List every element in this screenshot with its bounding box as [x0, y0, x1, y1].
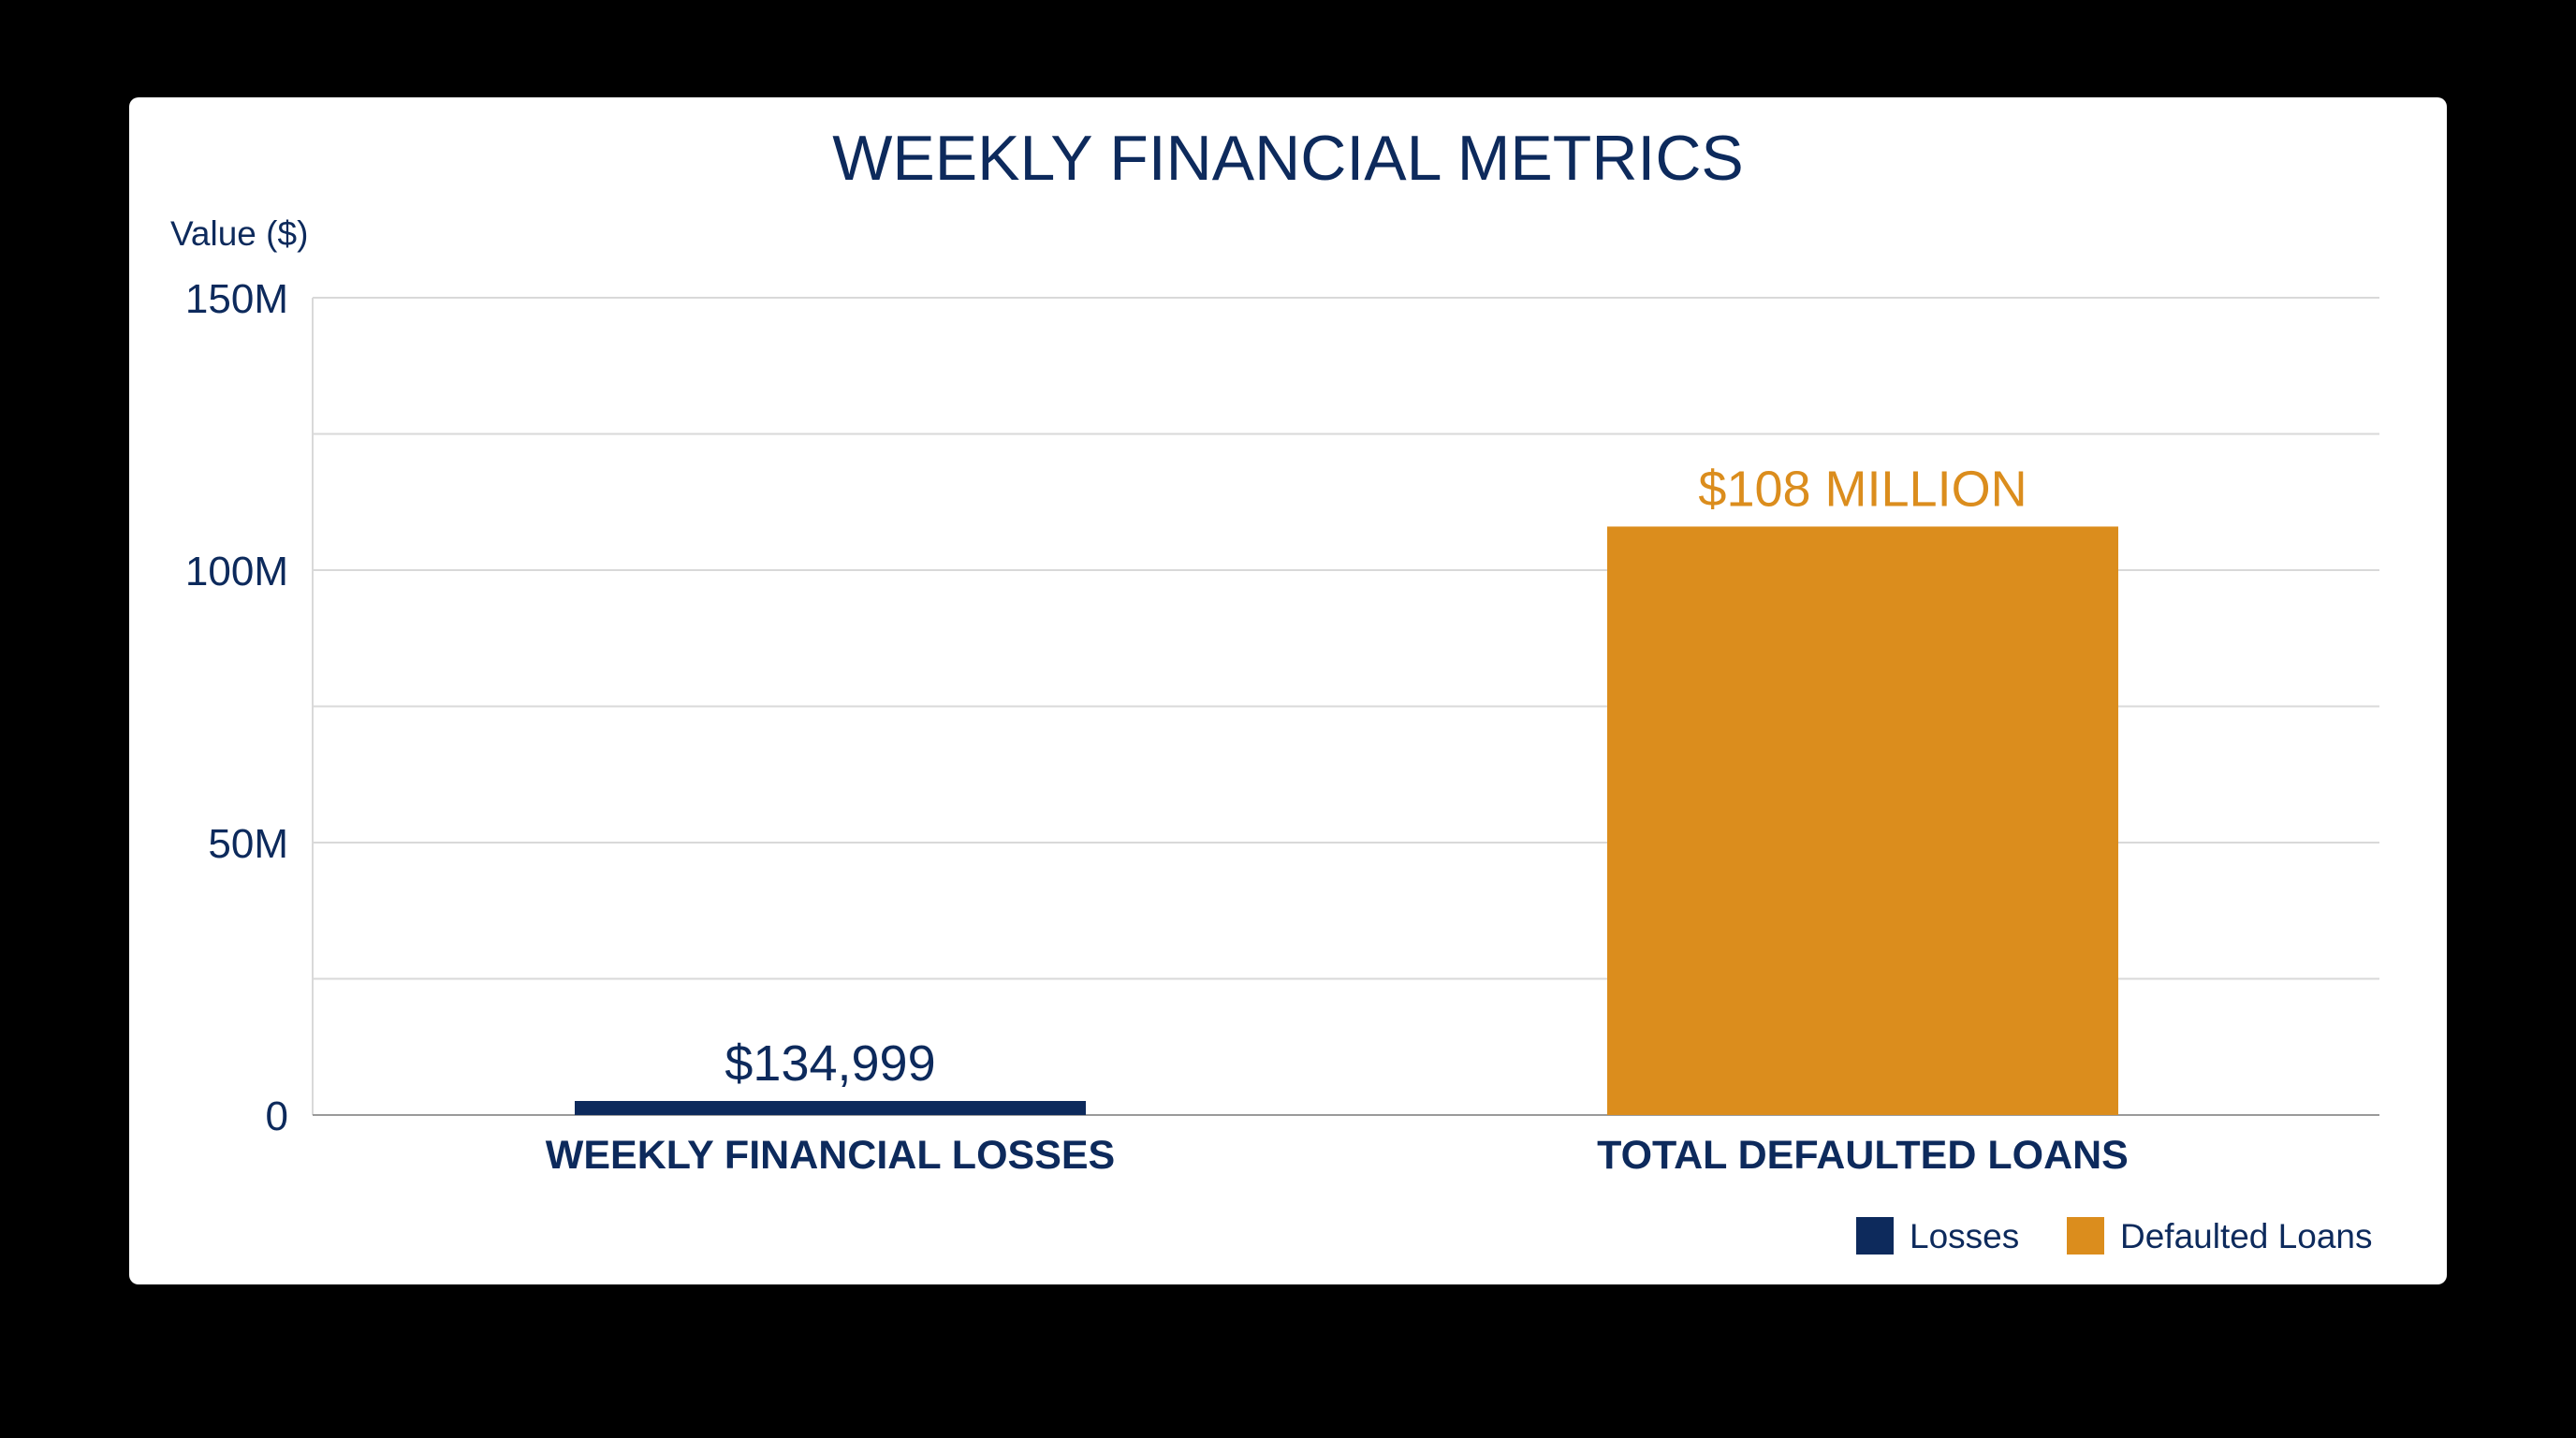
y-axis-label: Value ($)	[170, 214, 308, 253]
chart-title: WEEKLY FINANCIAL METRICS	[832, 123, 1744, 194]
chart-card: WEEKLY FINANCIAL METRICS Value ($) 0 50M 100…	[129, 97, 2447, 1284]
x-tick-label: WEEKLY FINANCIAL LOSSES	[546, 1133, 1115, 1178]
y-tick-label: 100M	[185, 549, 288, 594]
bar-weekly-financial-losses	[575, 1101, 1086, 1115]
bar-chart: WEEKLY FINANCIAL METRICS Value ($) 0 50M 100…	[170, 123, 2379, 1255]
x-tick-label: TOTAL DEFAULTED LOANS	[1597, 1133, 2129, 1178]
legend-swatch-defaulted-loans	[2067, 1217, 2104, 1255]
legend-label-losses: Losses	[1910, 1217, 2019, 1255]
legend-label-defaulted-loans: Defaulted Loans	[2120, 1217, 2372, 1255]
y-tick-label: 0	[266, 1093, 288, 1139]
data-label: $134,999	[724, 1035, 935, 1092]
legend-swatch-losses	[1856, 1217, 1894, 1255]
y-tick-label: 50M	[208, 821, 288, 867]
data-label: $108 MILLION	[1698, 461, 2027, 517]
y-tick-label: 150M	[185, 276, 288, 322]
bar-total-defaulted-loans	[1607, 526, 2118, 1115]
